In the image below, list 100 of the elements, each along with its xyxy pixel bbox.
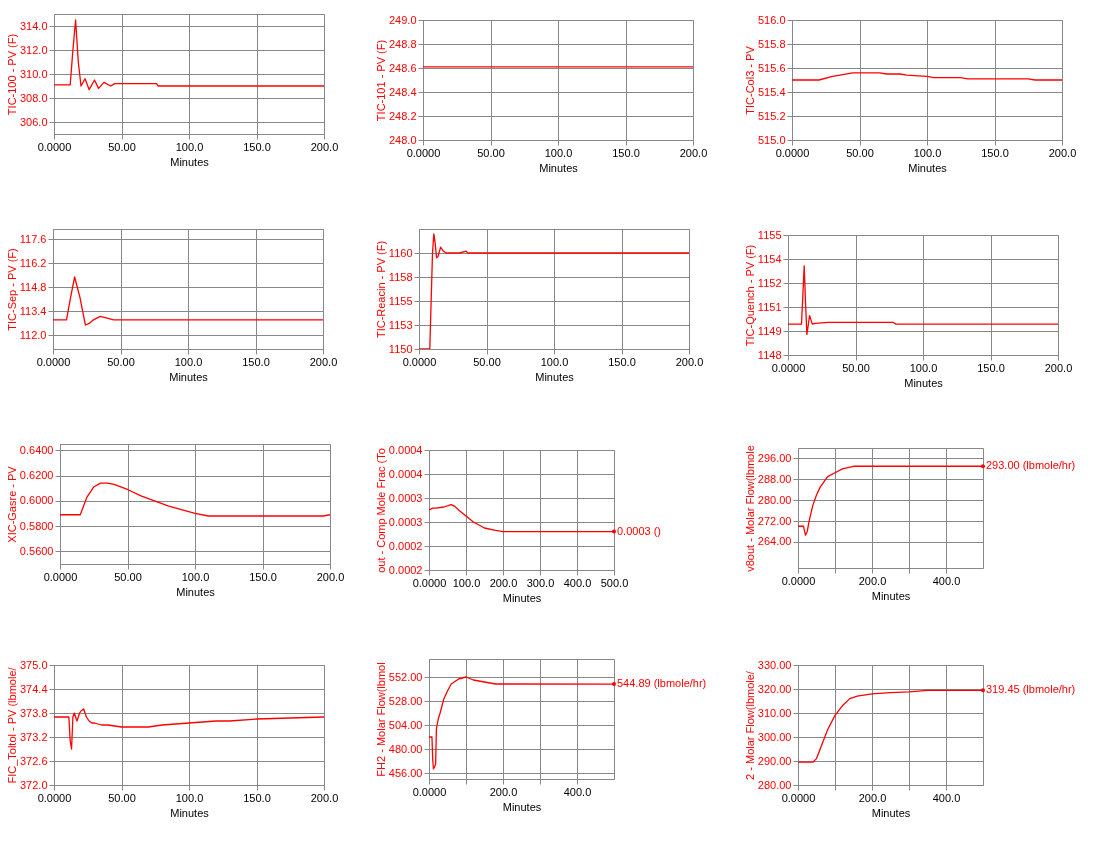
- y-tick-label: 456.00: [388, 766, 423, 779]
- x-tick-label: 200.0: [858, 791, 887, 804]
- y-tick-label: 515.6: [757, 61, 786, 74]
- y-tick-label: 248.6: [388, 61, 417, 74]
- x-tick-label: 0.0000: [406, 146, 441, 159]
- x-tick-label: 0.0000: [781, 791, 816, 804]
- x-tick-label: 400.0: [932, 791, 961, 804]
- x-axis-title: Minutes: [535, 370, 575, 383]
- y-tick-label: 0.6200: [19, 469, 54, 482]
- x-tick-label: 0.0000: [43, 570, 78, 583]
- x-tick-label: 150.0: [608, 355, 636, 368]
- x-tick-label: 0.0000: [771, 361, 806, 374]
- y-tick-label: 314.0: [19, 19, 48, 32]
- y-tick-label: 1155: [388, 294, 413, 307]
- y-tick-label: 374.4: [19, 682, 48, 695]
- x-axis-title: Minutes: [539, 161, 579, 174]
- x-tick-label: 100.0: [544, 146, 573, 159]
- y-tick-label: 280.00: [757, 493, 792, 506]
- y-tick-label: 1150: [388, 342, 413, 355]
- y-tick-label: 0.0004: [388, 467, 423, 480]
- y-tick-label: 310.00: [757, 706, 792, 719]
- x-tick-label: 150.0: [242, 355, 270, 368]
- y-tick-label: 1151: [757, 300, 782, 313]
- y-tick-label: 114.8: [19, 280, 47, 293]
- y-axis-title: TIC-Sep - PV (F): [5, 248, 18, 331]
- x-tick-label: 0.0000: [402, 355, 437, 368]
- x-axis-title: Minutes: [871, 589, 911, 602]
- y-axis-title: FIC_Toltol - PV (lbmole/: [5, 666, 18, 784]
- y-tick-label: 248.2: [388, 109, 417, 122]
- y-tick-label: 330.00: [757, 658, 792, 671]
- x-tick-label: 100.0: [909, 361, 938, 374]
- y-tick-label: 372.0: [19, 778, 48, 791]
- x-axis-title: Minutes: [904, 376, 944, 389]
- x-tick-label: 150.0: [249, 570, 277, 583]
- y-tick-label: 373.8: [19, 706, 48, 719]
- x-tick-label: 150.0: [243, 791, 271, 804]
- y-tick-label: 516.0: [757, 13, 786, 26]
- y-tick-label: 515.0: [757, 133, 786, 146]
- y-tick-label: 373.2: [19, 730, 48, 743]
- x-tick-label: 200.0: [679, 146, 708, 159]
- x-tick-label: 200.0: [310, 791, 339, 804]
- y-tick-label: 280.00: [757, 778, 792, 791]
- y-tick-label: 306.0: [19, 115, 48, 128]
- text: 293.00 (lbmole/hr): [986, 459, 1076, 472]
- y-tick-label: 1153: [388, 318, 413, 331]
- y-tick-label: 0.6400: [19, 443, 54, 456]
- x-tick-label: 200.0: [316, 570, 345, 583]
- x-tick-label: 50.00: [846, 146, 874, 159]
- y-tick-label: 480.00: [388, 742, 423, 755]
- x-tick-label: 150.0: [977, 361, 1005, 374]
- y-tick-label: 375.0: [19, 658, 48, 671]
- line-series: [792, 72, 1062, 81]
- y-tick-label: 515.4: [757, 85, 786, 98]
- y-tick-label: 320.00: [757, 682, 792, 695]
- x-tick-label: 200.0: [309, 355, 338, 368]
- y-tick-label: 116.2: [19, 256, 47, 269]
- x-tick-label: 100.0: [175, 140, 204, 153]
- y-tick-label: 1160: [388, 246, 413, 259]
- y-tick-label: 288.00: [757, 472, 792, 485]
- y-axis-title: TIC-Quench - PV (F): [743, 244, 756, 347]
- x-tick-label: 50.00: [114, 570, 142, 583]
- y-tick-label: 528.00: [388, 694, 423, 707]
- y-tick-label: 272.00: [757, 514, 792, 527]
- y-tick-label: 1152: [757, 276, 782, 289]
- x-axis-title: Minutes: [871, 806, 911, 819]
- text: 319.45 (lbmole/hr): [986, 683, 1076, 696]
- x-axis-title: Minutes: [502, 591, 542, 604]
- y-tick-label: 1154: [757, 252, 782, 265]
- x-tick-label: 50.00: [842, 361, 870, 374]
- x-tick-label: 150.0: [243, 140, 271, 153]
- x-tick-label: 50.00: [477, 146, 505, 159]
- y-tick-label: 504.00: [388, 718, 423, 731]
- x-tick-label: 50.00: [107, 355, 135, 368]
- x-tick-label: 400.0: [563, 785, 592, 798]
- y-axis-title: FH2 - Molar Flow(lbmol: [374, 662, 387, 777]
- y-axis-title: TIC-Col3 - PV: [743, 45, 756, 115]
- x-tick-label: 0.0000: [775, 146, 810, 159]
- x-tick-label: 400.0: [563, 576, 592, 589]
- y-tick-label: 0.0003: [388, 515, 423, 528]
- y-tick-label: 1158: [388, 270, 413, 283]
- y-axis-title: v8out - Molar Flow(lbmole: [743, 445, 756, 572]
- y-tick-label: 0.0002: [388, 563, 423, 576]
- y-tick-label: 0.6000: [19, 494, 54, 507]
- x-tick-label: 100.0: [913, 146, 942, 159]
- x-tick-label: 200.0: [858, 574, 887, 587]
- x-tick-label: 150.0: [612, 146, 640, 159]
- y-axis-title: TIC-101 - PV (F): [374, 39, 387, 122]
- y-tick-label: 300.00: [757, 730, 792, 743]
- y-axis-title: 2 - Molar Flow(lbmole/: [743, 670, 756, 780]
- x-tick-label: 0.0000: [37, 791, 72, 804]
- x-axis-title: Minutes: [908, 161, 948, 174]
- y-tick-label: 1148: [757, 348, 782, 361]
- x-tick-label: 300.0: [526, 576, 555, 589]
- y-tick-label: 264.00: [757, 535, 792, 548]
- text: 0.0003 (): [617, 524, 662, 537]
- y-tick-label: 310.0: [19, 67, 48, 80]
- x-tick-label: 200.0: [1044, 361, 1073, 374]
- y-tick-label: 296.00: [757, 451, 792, 464]
- x-tick-label: 200.0: [489, 785, 518, 798]
- y-tick-label: 0.0004: [388, 443, 423, 456]
